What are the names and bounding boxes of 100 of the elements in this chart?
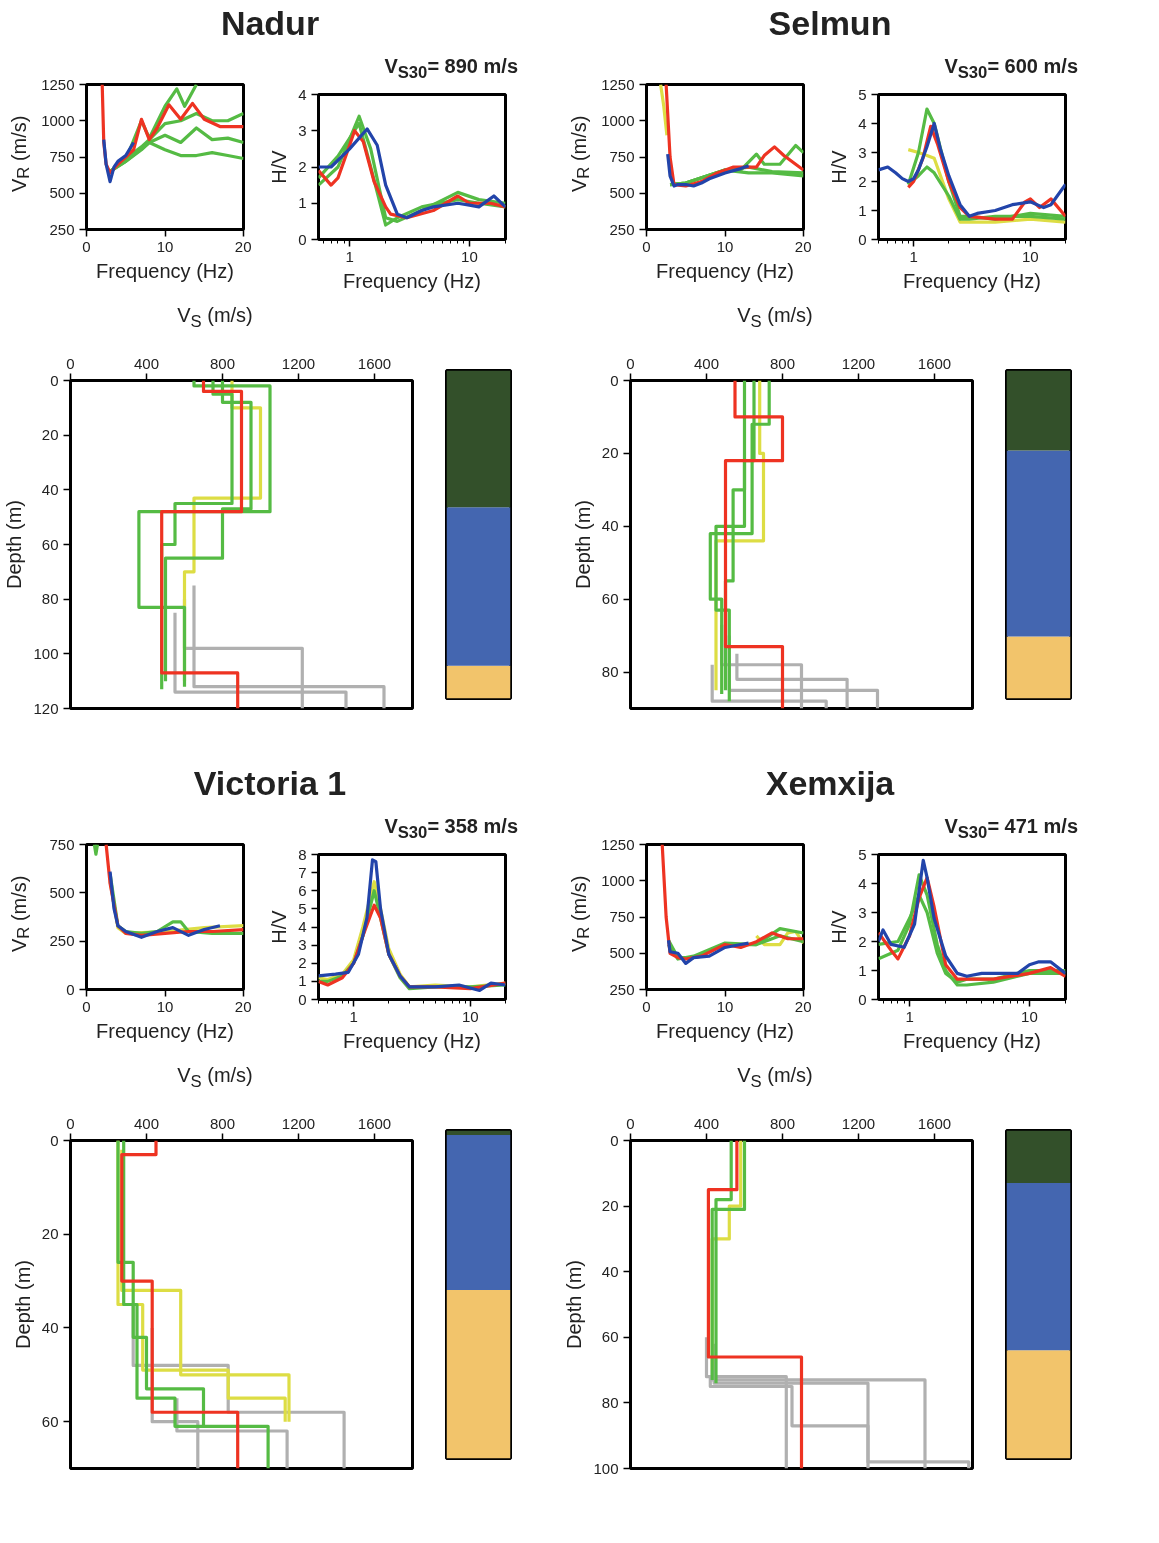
y-tick-label: 250 bbox=[609, 220, 635, 238]
y-tick-label: 0 bbox=[50, 1131, 59, 1149]
y-tick-label: 120 bbox=[33, 699, 59, 717]
x-tick-label: 20 bbox=[794, 237, 812, 255]
x-tick-label: 10 bbox=[716, 997, 734, 1015]
y-axis-title: Depth (m) bbox=[571, 500, 594, 589]
chart-title: V$_{S30}$= 890 m/s bbox=[384, 55, 518, 83]
x-tick-label: 10 bbox=[156, 237, 174, 255]
y-tick-label: 4 bbox=[298, 85, 307, 103]
y-tick-label: 5 bbox=[858, 845, 867, 863]
y-tick-label: 1000 bbox=[601, 871, 635, 889]
y-tick-label: 4 bbox=[858, 114, 867, 132]
y-tick-label: 60 bbox=[601, 590, 619, 608]
y-tick-label: 80 bbox=[601, 1393, 619, 1411]
y-tick-label: 40 bbox=[41, 1318, 59, 1336]
x-tick-label: 800 bbox=[769, 354, 796, 372]
y-tick-label: 500 bbox=[49, 883, 75, 901]
y-tick-label: 4 bbox=[298, 918, 307, 935]
y-tick-label: 60 bbox=[41, 1412, 59, 1430]
x-tick-label: 10 bbox=[462, 1007, 479, 1025]
y-tick-label: 250 bbox=[49, 220, 75, 238]
y-tick-label: 100 bbox=[33, 644, 59, 662]
x-tick-label: 1600 bbox=[357, 1114, 392, 1132]
x-tick-label: 10 bbox=[156, 997, 174, 1015]
y-tick-label: 3 bbox=[858, 143, 867, 161]
x-tick-label: 800 bbox=[209, 1114, 236, 1132]
y-tick-label: 2 bbox=[298, 158, 307, 175]
y-tick-label: 750 bbox=[609, 148, 635, 165]
x-tick-label: 0 bbox=[642, 997, 651, 1015]
y-tick-label: 500 bbox=[49, 184, 75, 202]
x-axis-title: Frequency (Hz) bbox=[656, 259, 794, 282]
y-tick-label: 60 bbox=[601, 1328, 619, 1346]
y-tick-label: 1250 bbox=[601, 75, 635, 93]
x-tick-label: 1600 bbox=[917, 354, 952, 372]
y-tick-label: 6 bbox=[298, 881, 307, 899]
y-tick-label: 1 bbox=[858, 961, 867, 979]
y-tick-label: 0 bbox=[50, 371, 59, 389]
x-tick-label: 0 bbox=[82, 997, 91, 1015]
y-tick-label: 750 bbox=[49, 835, 75, 853]
x-axis-title: Frequency (Hz) bbox=[343, 1029, 481, 1052]
y-tick-label: 3 bbox=[858, 903, 867, 921]
y-tick-label: 1000 bbox=[601, 111, 635, 129]
y-tick-label: 20 bbox=[41, 426, 59, 444]
y-tick-label: 1250 bbox=[41, 75, 75, 93]
y-tick-label: 500 bbox=[609, 184, 635, 202]
x-tick-label: 1200 bbox=[841, 354, 876, 372]
y-tick-label: 0 bbox=[610, 371, 619, 389]
y-tick-label: 1250 bbox=[601, 835, 635, 853]
y-tick-label: 1 bbox=[858, 201, 867, 219]
x-tick-label: 1200 bbox=[841, 1114, 876, 1132]
x-axis-title: Frequency (Hz) bbox=[903, 1029, 1041, 1052]
x-axis-title: Frequency (Hz) bbox=[96, 1019, 234, 1042]
y-tick-label: 5 bbox=[298, 899, 307, 917]
y-axis-title: Depth (m) bbox=[3, 500, 26, 589]
y-tick-label: 3 bbox=[298, 936, 307, 954]
x-tick-label: 1200 bbox=[281, 354, 316, 372]
y-tick-label: 20 bbox=[41, 1225, 59, 1243]
y-axis-title: H/V bbox=[828, 149, 851, 184]
chart-title: V$_{S30}$= 471 m/s bbox=[944, 815, 1078, 843]
x-tick-label: 1 bbox=[349, 1007, 358, 1025]
chart-title: V$_{S30}$= 600 m/s bbox=[944, 55, 1078, 83]
chart-title: Victoria 1 bbox=[193, 764, 347, 803]
y-axis-title: H/V bbox=[828, 909, 851, 944]
y-tick-label: 0 bbox=[66, 980, 75, 998]
y-tick-label: 7 bbox=[298, 863, 307, 881]
y-tick-label: 8 bbox=[298, 845, 307, 863]
x-axis-title: Frequency (Hz) bbox=[96, 259, 234, 282]
x-axis-title: V$_{S}$ (m/s) bbox=[737, 304, 813, 332]
y-tick-label: 250 bbox=[609, 980, 635, 998]
x-tick-label: 1600 bbox=[917, 1114, 952, 1132]
y-tick-label: 2 bbox=[298, 954, 307, 972]
x-axis-title: Frequency (Hz) bbox=[903, 269, 1041, 292]
chart-title: V$_{S30}$= 358 m/s bbox=[384, 815, 518, 843]
y-tick-label: 1 bbox=[298, 194, 307, 212]
x-axis-title: V$_{S}$ (m/s) bbox=[177, 304, 253, 332]
x-tick-label: 10 bbox=[716, 237, 734, 255]
x-axis-title: Frequency (Hz) bbox=[656, 1019, 794, 1042]
y-tick-label: 500 bbox=[609, 944, 635, 962]
y-tick-label: 60 bbox=[41, 535, 59, 553]
x-tick-label: 400 bbox=[133, 1114, 160, 1132]
y-axis-title: H/V bbox=[268, 149, 291, 184]
y-tick-label: 80 bbox=[41, 590, 59, 608]
y-tick-label: 4 bbox=[858, 874, 867, 892]
y-tick-label: 750 bbox=[49, 148, 75, 165]
chart-title: Nadur bbox=[220, 4, 320, 43]
chart-title: Xemxija bbox=[765, 764, 895, 803]
x-axis-title: V$_{S}$ (m/s) bbox=[177, 1064, 253, 1092]
x-tick-label: 10 bbox=[461, 247, 478, 265]
y-tick-label: 1000 bbox=[41, 111, 75, 129]
x-tick-label: 1 bbox=[345, 247, 354, 265]
x-tick-label: 800 bbox=[209, 354, 236, 372]
y-tick-label: 80 bbox=[601, 663, 619, 681]
x-tick-label: 1200 bbox=[281, 1114, 316, 1132]
x-tick-label: 0 bbox=[642, 237, 651, 255]
y-tick-label: 0 bbox=[610, 1131, 619, 1149]
x-tick-label: 400 bbox=[693, 1114, 720, 1132]
chart-title: Selmun bbox=[768, 4, 892, 43]
x-tick-label: 400 bbox=[133, 354, 160, 372]
y-tick-label: 750 bbox=[609, 908, 635, 925]
y-tick-label: 40 bbox=[601, 517, 619, 535]
